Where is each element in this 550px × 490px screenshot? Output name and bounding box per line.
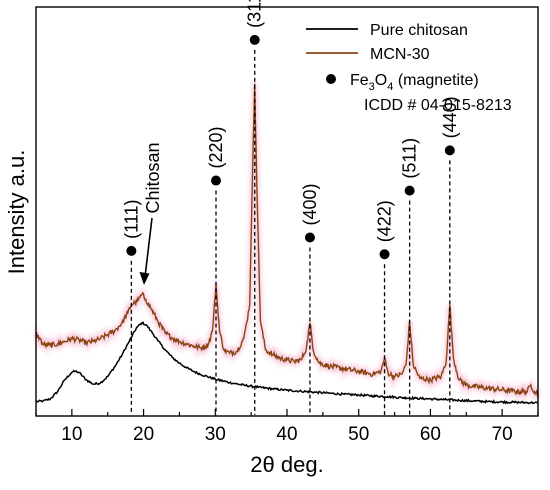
- x-tick-label: 60: [420, 424, 441, 445]
- x-tick-label: 70: [492, 424, 513, 445]
- peak-marker: [249, 34, 260, 45]
- peak-label: (422): [375, 200, 395, 242]
- legend-label-magnetite: Fe3O4 (magnetite): [350, 72, 479, 93]
- peak-marker: [379, 249, 390, 260]
- peak-marker: [404, 185, 415, 196]
- peak-labels: (111) (220) (311) (400) (422) (511) (440): [121, 0, 459, 242]
- legend-marker-magnetite: [326, 74, 336, 84]
- x-tick-label: 20: [133, 424, 154, 445]
- peak-marker: [304, 232, 315, 243]
- legend-reference: ICDD # 04-015-8213: [364, 97, 512, 114]
- peak-marker: [126, 245, 137, 256]
- peak-marker: [211, 175, 222, 186]
- peak-guides: [126, 34, 455, 415]
- chitosan-arrow-head: [139, 272, 150, 285]
- x-tick-label: 50: [348, 424, 369, 445]
- legend: Pure chitosan MCN-30 Fe3O4 (magnetite) I…: [306, 22, 512, 114]
- x-tick-label: 10: [61, 424, 82, 445]
- plot-frame: [35, 6, 539, 417]
- x-axis-title: 2θ deg.: [250, 452, 323, 477]
- chitosan-annotation: Chitosan: [139, 142, 163, 285]
- peak-label: (311): [245, 0, 265, 28]
- x-axis: 10 20 30 40 50 60 70: [35, 409, 539, 445]
- peak-label: (400): [300, 183, 320, 225]
- chitosan-annotation-label: Chitosan: [143, 142, 163, 213]
- peak-label: (511): [400, 138, 420, 179]
- x-tick-label: 40: [276, 424, 297, 445]
- x-tick-label: 30: [205, 424, 226, 445]
- y-axis-title: Intensity a.u.: [4, 150, 29, 275]
- legend-label-mcn30: MCN-30: [370, 46, 430, 63]
- peak-label: (440): [440, 96, 460, 138]
- legend-label-pure-chitosan: Pure chitosan: [370, 22, 468, 39]
- plot-series: [33, 83, 541, 405]
- peak-label: (111): [121, 200, 141, 239]
- peak-marker: [444, 145, 455, 156]
- chitosan-arrow: [144, 217, 153, 278]
- series-glow-mcn30: [33, 83, 541, 404]
- peak-label: (220): [206, 127, 226, 169]
- series-line-pure-chitosan: [35, 321, 539, 405]
- series-line-mcn30: [35, 83, 539, 398]
